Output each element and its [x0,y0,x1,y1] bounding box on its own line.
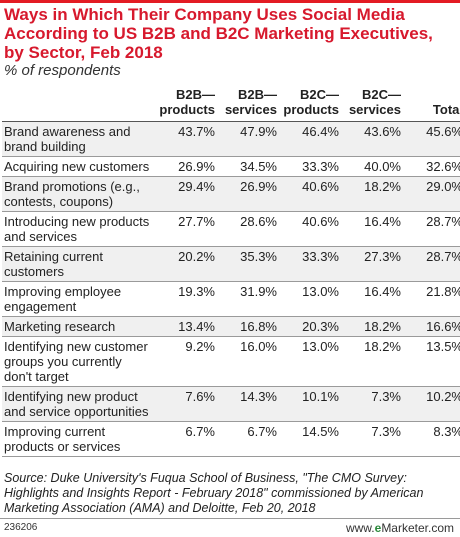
value-cell: 20.2% [156,245,218,281]
value-cell: 14.5% [280,420,342,457]
row-label: Acquiring new customers [2,155,156,176]
value-cell: 34.5% [218,155,280,176]
brand-accent-letter: e [374,521,382,535]
value-cell: 10.1% [280,385,342,421]
row-label: Improving employee engagement [2,280,156,316]
brand-suffix: Marketer.com [381,521,454,535]
value-cell: 7.3% [342,420,404,457]
value-cell: 14.3% [218,385,280,421]
table-row: Improving current products or services 6.… [2,420,460,457]
value-cell: 20.3% [280,315,342,336]
value-cell: 40.6% [280,175,342,211]
value-cell: 18.2% [342,175,404,211]
value-cell: 13.0% [280,335,342,386]
value-cell: 13.0% [280,280,342,316]
value-cell: 6.7% [218,420,280,457]
value-cell: 7.6% [156,385,218,421]
value-cell: 26.9% [218,175,280,211]
row-label: Introducing new products and services [2,210,156,246]
value-cell: 46.4% [280,120,342,156]
brand-link[interactable]: www.eMarketer.com [346,521,454,535]
value-cell: 28.7% [404,245,460,281]
value-cell: 6.7% [156,420,218,457]
value-cell: 33.3% [280,155,342,176]
value-cell: 16.4% [342,280,404,316]
value-cell: 27.7% [156,210,218,246]
table-row: Identifying new customer groups you curr… [2,335,460,386]
value-cell: 13.5% [404,335,460,386]
row-label: Brand awareness and brand building [2,120,156,156]
value-cell: 35.3% [218,245,280,281]
value-cell: 33.3% [280,245,342,281]
value-cell: 7.3% [342,385,404,421]
table-row: Brand awareness and brand building 43.7% 4… [2,120,460,156]
table-row: Improving employee engagement 19.3% 31.9% 1… [2,280,460,316]
value-cell: 40.6% [280,210,342,246]
row-label: Improving current products or services [2,420,156,457]
source-note: Source: Duke University's Fuqua School o… [4,471,424,515]
value-cell: 27.3% [342,245,404,281]
table-row: Brand promotions (e.g., contests, coupon… [2,175,460,211]
value-cell: 31.9% [218,280,280,316]
column-header: B2C—products [283,86,339,117]
value-cell: 47.9% [218,120,280,156]
column-header: B2C—services [348,86,401,117]
value-cell: 9.2% [156,335,218,386]
value-cell: 26.9% [156,155,218,176]
value-cell: 28.7% [404,210,460,246]
value-cell: 8.3% [404,420,460,457]
table-row: Marketing research 13.4% 16.8% 20.3% 18.2% 16… [2,315,460,336]
table-body: Brand awareness and brand building 43.7% 4… [2,120,460,457]
value-cell: 16.0% [218,335,280,386]
column-header: Total [432,101,460,117]
footer: 236206 www.eMarketer.com [0,518,460,537]
top-accent-rule [0,0,460,3]
chart-title: Ways in Which Their Company Uses Social … [4,5,433,62]
table-row: Acquiring new customers 26.9% 34.5% 33.3% 40… [2,155,460,176]
column-header: B2B—products [159,86,215,117]
value-cell: 19.3% [156,280,218,316]
value-cell: 28.6% [218,210,280,246]
brand-prefix: www. [345,521,375,535]
value-cell: 18.2% [342,315,404,336]
value-cell: 16.6% [404,315,460,336]
value-cell: 43.6% [342,120,404,156]
value-cell: 32.6% [404,155,460,176]
table-row: Identifying new product and service oppo… [2,385,460,421]
row-label: Retaining current customers [2,245,156,281]
value-cell: 40.0% [342,155,404,176]
value-cell: 29.0% [404,175,460,211]
table-row: Retaining current customers 20.2% 35.3% 33.… [2,245,460,281]
value-cell: 18.2% [342,335,404,386]
row-label: Marketing research [2,315,156,336]
chart-subtitle: % of respondents [4,62,121,79]
value-cell: 13.4% [156,315,218,336]
column-header-label [2,85,156,121]
value-cell: 43.7% [156,120,218,156]
value-cell: 16.4% [342,210,404,246]
row-label: Brand promotions (e.g., contests, coupon… [2,175,156,211]
column-header: B2B—services [224,86,277,117]
row-label: Identifying new product and service oppo… [2,385,156,421]
chart-id: 236206 [4,522,38,533]
data-table: B2B—products B2B—services B2C—products B2C—… [2,85,460,457]
value-cell: 45.6% [404,120,460,156]
value-cell: 10.2% [404,385,460,421]
table-row: Introducing new products and services 27.… [2,210,460,246]
row-label: Identifying new customer groups you curr… [2,335,156,386]
value-cell: 16.8% [218,315,280,336]
header-row: B2B—products B2B—services B2C—products B2C—… [2,85,460,121]
value-cell: 21.8% [404,280,460,316]
value-cell: 29.4% [156,175,218,211]
